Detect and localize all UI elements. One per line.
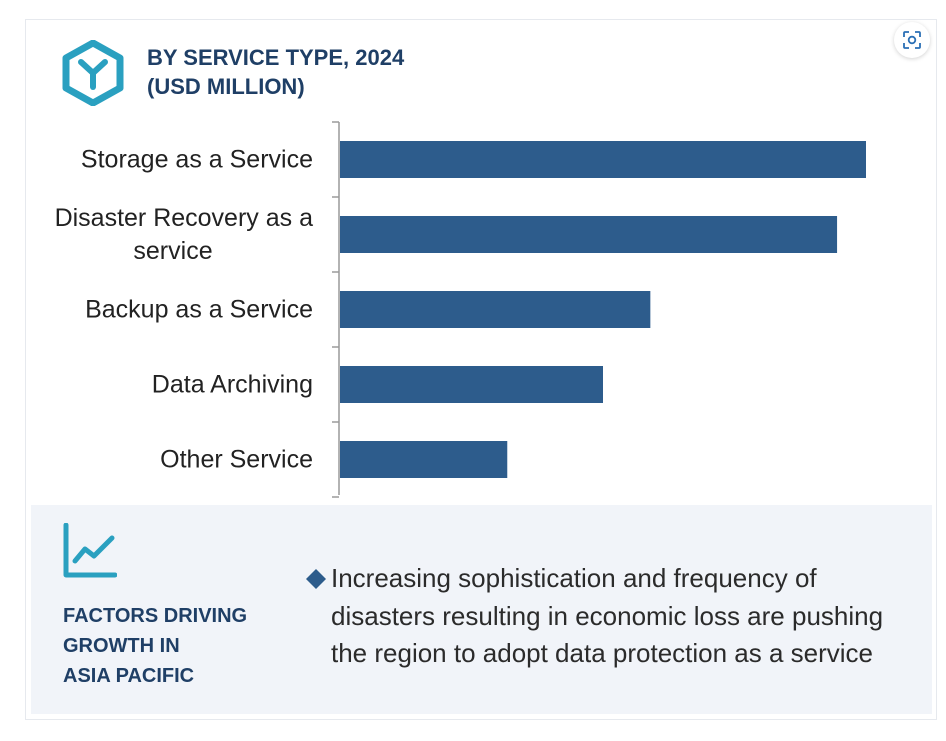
factors-panel: FACTORS DRIVING GROWTH IN ASIA PACIFIC I…: [31, 505, 932, 714]
factors-title-line-2: GROWTH IN: [63, 635, 180, 657]
chart-title-line-2: (USD MILLION): [147, 74, 305, 99]
category-label: service: [133, 237, 212, 265]
bar: [340, 216, 838, 253]
category-label: Disaster Recovery as a: [55, 204, 314, 232]
chart-title-line-1: BY SERVICE TYPE, 2024: [147, 45, 405, 70]
category-label: Storage as a Service: [81, 146, 313, 174]
diamond-bullet-icon: [306, 569, 326, 589]
expand-button[interactable]: [894, 22, 930, 58]
bar: [340, 141, 866, 178]
category-label: Backup as a Service: [85, 296, 313, 324]
trend-line-icon: [63, 523, 117, 578]
category-label: Other Service: [160, 446, 313, 474]
expand-icon: [903, 31, 921, 49]
bar-chart: Storage as a Service Disaster Recovery as…: [55, 121, 866, 498]
factors-title-line-1: FACTORS DRIVING: [63, 605, 248, 627]
hexagon-y-logo-icon: [62, 40, 124, 106]
bar: [340, 291, 651, 328]
bar: [340, 366, 603, 403]
factors-title-line-3: ASIA PACIFIC: [63, 665, 195, 687]
factors-title: FACTORS DRIVING GROWTH IN ASIA PACIFIC: [63, 601, 283, 691]
factor-text: Increasing sophistication and frequency …: [331, 563, 884, 668]
category-label: Data Archiving: [152, 371, 313, 399]
bar: [340, 441, 508, 478]
chart-title: BY SERVICE TYPE, 2024 (USD MILLION): [147, 43, 404, 101]
